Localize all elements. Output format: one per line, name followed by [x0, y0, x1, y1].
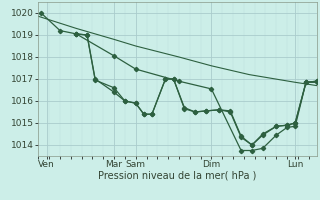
- X-axis label: Pression niveau de la mer( hPa ): Pression niveau de la mer( hPa ): [99, 171, 257, 181]
